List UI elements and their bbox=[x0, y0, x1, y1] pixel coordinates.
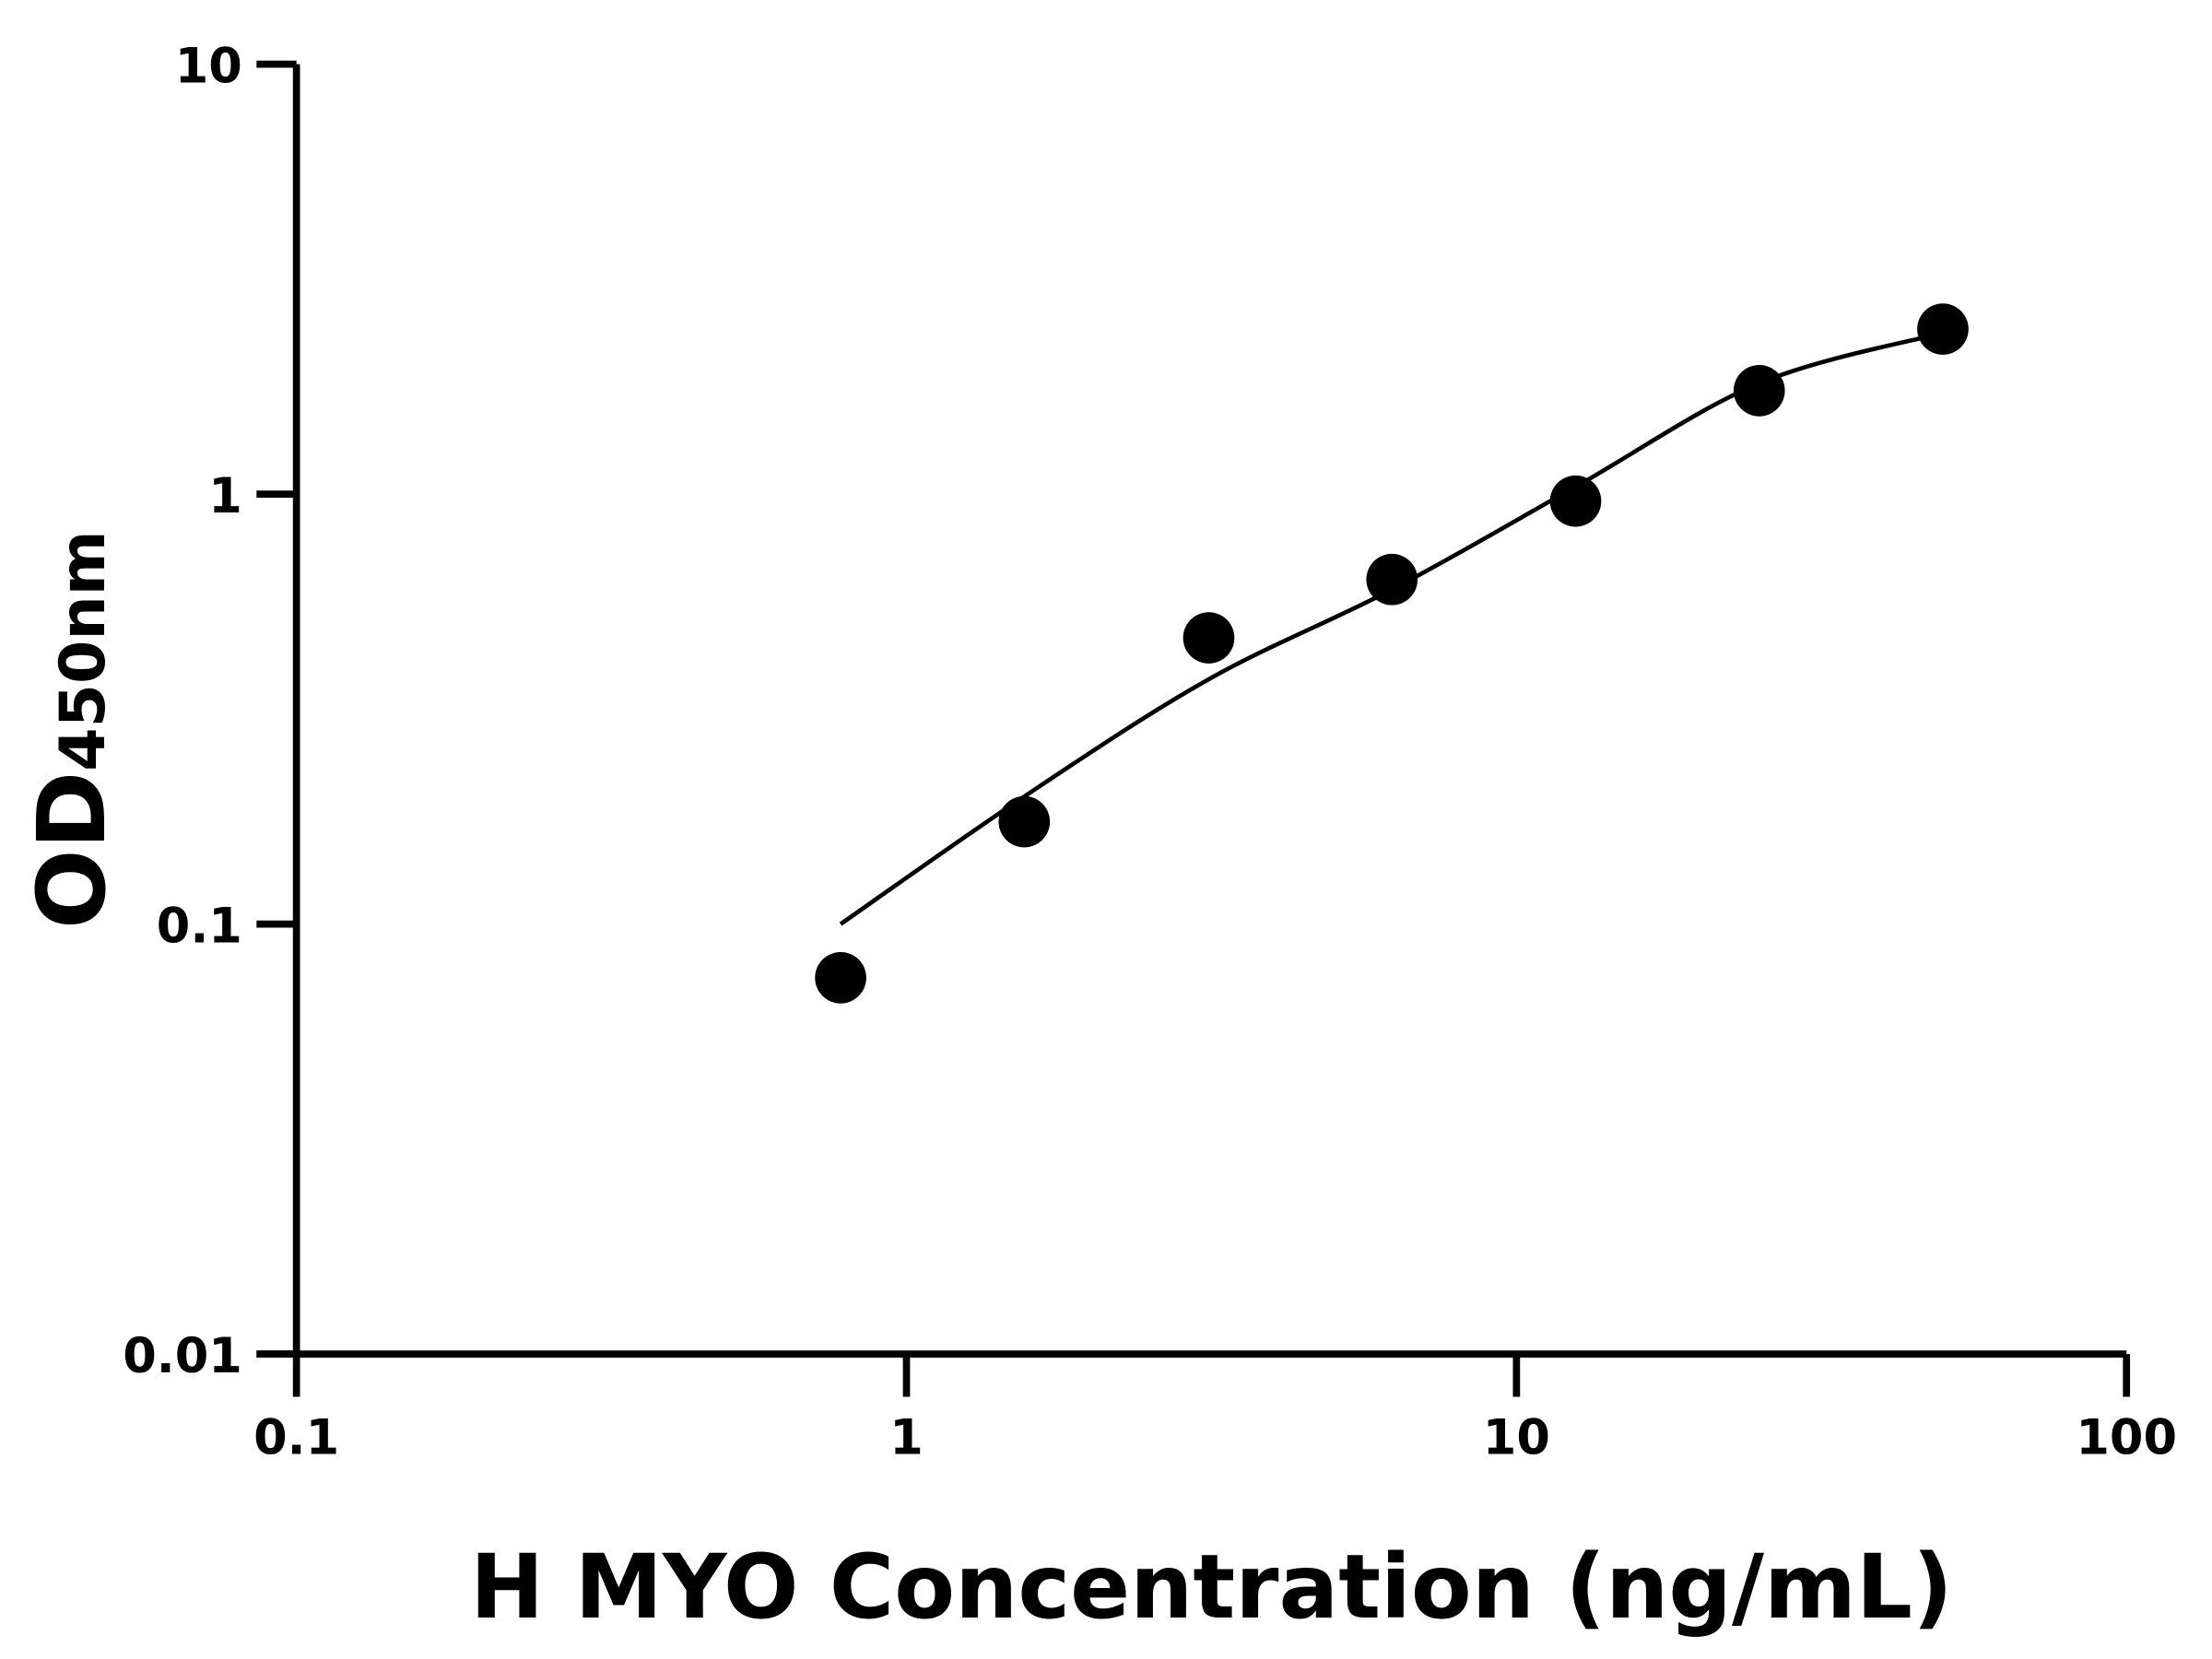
data-point bbox=[1917, 303, 1969, 355]
data-point bbox=[1182, 612, 1235, 664]
data-points bbox=[815, 303, 1969, 1004]
x-axis-label: H MYO Concentration (ng/mL) bbox=[470, 1535, 1953, 1639]
data-point bbox=[998, 795, 1051, 848]
x-tick-label: 0.1 bbox=[253, 1409, 339, 1465]
data-point bbox=[1366, 553, 1418, 606]
y-tick-label: 0.01 bbox=[123, 1328, 242, 1384]
x-tick-label: 10 bbox=[1483, 1409, 1550, 1465]
data-point bbox=[1549, 475, 1602, 527]
y-tick-label: 1 bbox=[208, 468, 242, 524]
y-axis-label-main: OD bbox=[18, 771, 127, 929]
y-axis-label: OD450nm bbox=[18, 530, 127, 929]
data-point bbox=[815, 952, 866, 1004]
y-tick-label: 10 bbox=[175, 39, 242, 95]
axes bbox=[256, 60, 2131, 1397]
data-point bbox=[1733, 365, 1785, 417]
x-tick-label: 100 bbox=[2076, 1409, 2177, 1465]
x-tick-label: 1 bbox=[889, 1409, 924, 1465]
y-axis-label-sub: 450nm bbox=[47, 530, 120, 771]
y-tick-label: 0.1 bbox=[157, 899, 242, 955]
